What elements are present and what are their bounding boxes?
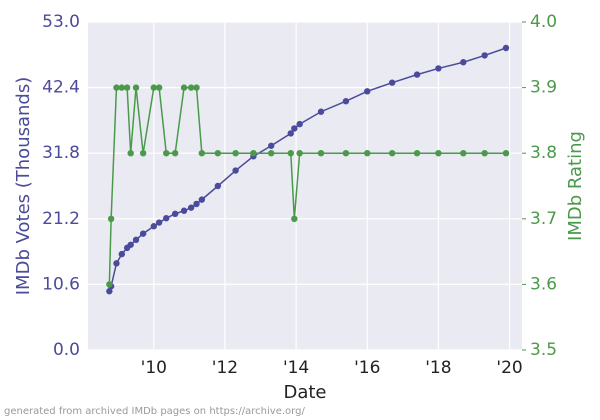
footnote: generated from archived IMDb pages on ht… [4, 406, 305, 417]
data-point [296, 120, 303, 128]
data-point [180, 207, 188, 214]
data-point [435, 65, 442, 72]
data-point [123, 84, 131, 91]
data-point [132, 236, 140, 244]
y-tick-label: 0.0 [53, 340, 80, 360]
x-tick-label: '12 [212, 358, 238, 378]
y2-tick-label: 4.0 [530, 12, 557, 32]
data-point [107, 215, 115, 222]
data-point [413, 71, 421, 78]
data-point [481, 150, 488, 157]
y2-tick-label: 3.5 [530, 340, 557, 360]
x-tick-label: '18 [425, 358, 451, 378]
y-tick-label: 10.6 [42, 274, 80, 294]
y2-tick-label: 3.7 [530, 209, 557, 229]
data-point [364, 88, 371, 95]
data-point [180, 84, 188, 91]
y-tick-label: 31.8 [42, 143, 80, 163]
data-point [193, 84, 200, 91]
data-point [127, 241, 134, 248]
data-point [113, 84, 120, 91]
data-point [106, 288, 113, 295]
data-point [232, 150, 239, 157]
data-point [317, 150, 325, 157]
x-tick-label: '16 [354, 358, 380, 378]
data-point [106, 281, 113, 288]
data-point [171, 150, 179, 157]
data-point [388, 79, 396, 86]
data-point [118, 84, 125, 91]
data-point [163, 150, 170, 157]
x-tick-label: '10 [141, 358, 167, 378]
data-point [187, 204, 195, 211]
data-point [291, 125, 298, 132]
data-point [214, 150, 222, 157]
data-point [150, 223, 158, 230]
x-tick-label: '20 [496, 358, 522, 378]
series-line [108, 86, 506, 285]
data-point [287, 150, 294, 157]
data-point [460, 59, 467, 66]
data-point [342, 150, 350, 157]
y-tick-label: 21.2 [42, 209, 80, 229]
data-point [502, 150, 510, 157]
data-point [481, 52, 488, 59]
data-point [127, 150, 134, 157]
data-point [163, 214, 170, 222]
data-point [198, 150, 206, 157]
x-axis-label: Date [283, 382, 326, 403]
data-point [139, 230, 147, 237]
data-point [342, 98, 350, 105]
data-point [296, 150, 303, 157]
data-point [193, 200, 200, 208]
data-point [139, 150, 147, 157]
data-point [150, 84, 158, 91]
y2-tick-label: 3.9 [530, 78, 557, 98]
data-point [317, 108, 325, 115]
data-point [268, 142, 275, 149]
data-point [198, 196, 206, 203]
data-point [232, 167, 239, 174]
data-point [171, 210, 179, 218]
data-point [413, 150, 421, 157]
y2-tick-label: 3.8 [530, 143, 557, 163]
plot-area [88, 22, 522, 350]
y2-axis-label: IMDb Rating [565, 131, 586, 241]
data-point [113, 260, 120, 267]
y-tick-label: 42.4 [42, 78, 80, 98]
data-point [214, 182, 222, 190]
data-point [287, 130, 294, 137]
data-point [364, 150, 371, 157]
y-tick-label: 53.0 [42, 12, 80, 32]
data-point [187, 84, 195, 91]
data-point [268, 150, 275, 157]
data-point [250, 150, 257, 157]
data-point [155, 219, 163, 226]
data-point [502, 44, 510, 52]
data-point [460, 150, 467, 157]
x-tick-label: '14 [283, 358, 309, 378]
data-point [155, 84, 163, 91]
data-point [388, 150, 396, 157]
data-point [132, 84, 140, 91]
data-point [118, 250, 125, 258]
y-axis-label: IMDb Votes (Thousands) [13, 77, 34, 296]
data-point [291, 215, 298, 222]
data-point [435, 150, 442, 157]
y2-tick-label: 3.6 [530, 274, 557, 294]
